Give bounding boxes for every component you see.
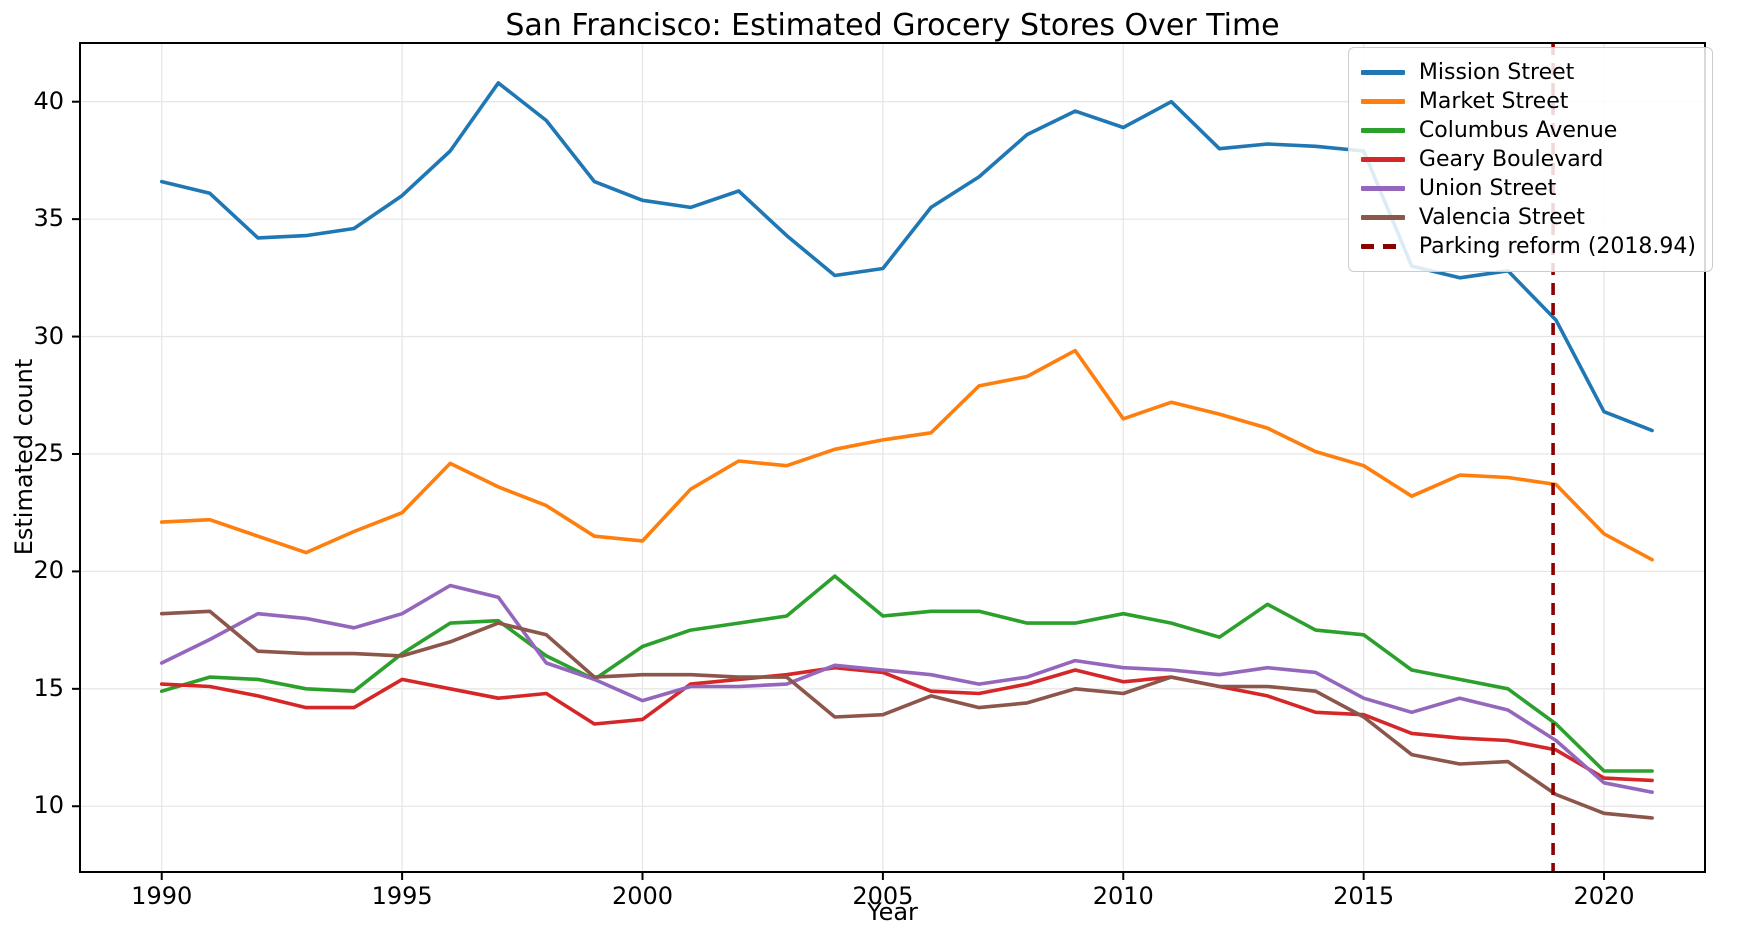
legend-label: Mission Street [1418,60,1575,85]
x-tick-label: 1990 [131,882,193,910]
x-tick-label: 2000 [611,882,674,910]
y-tick-label: 40 [33,86,64,115]
legend-line-swatch [1360,157,1405,162]
series-line-4 [159,583,1654,795]
legend-label: Geary Boulevard [1418,147,1604,172]
y-tick-label: 30 [33,321,64,350]
y-tick-label: 20 [33,556,64,585]
x-tick-label: 2015 [1333,882,1395,910]
y-tick-label: 25 [33,438,64,467]
series-line-3 [159,665,1654,783]
legend-label: Valencia Street [1418,205,1585,230]
plot-border [79,42,1706,873]
x-tick-label: 1995 [371,882,433,910]
legend-line-swatch [1360,99,1405,104]
legend-item: Union Street [1360,174,1696,203]
legend: Mission Street Market Street Columbus Aven… [1347,47,1713,272]
legend-label: Columbus Avenue [1418,118,1618,143]
x-axis-label: Year [867,898,918,926]
legend-line-swatch [1360,128,1405,133]
series-line-1 [159,348,1654,562]
legend-label: Market Street [1418,89,1569,114]
legend-label: Union Street [1418,176,1557,201]
series-line-2 [159,574,1654,773]
legend-line-swatch [1360,186,1405,191]
legend-line-swatch [1360,215,1405,220]
series-line-5 [159,609,1654,820]
legend-item: Columbus Avenue [1360,116,1696,145]
legend-line-swatch [1360,70,1405,75]
y-tick-label: 10 [33,791,64,820]
legend-item: Geary Boulevard [1360,145,1696,174]
legend-item: Parking reform (2018.94) [1360,232,1696,261]
legend-label: Parking reform (2018.94) [1418,234,1696,259]
x-tick-label: 2010 [1092,882,1154,910]
chart-title: San Francisco: Estimated Grocery Stores … [505,8,1280,43]
y-tick-label: 15 [33,673,64,702]
x-tick-label: 2005 [852,882,914,910]
legend-item: Mission Street [1360,58,1696,87]
legend-item: Valencia Street [1360,203,1696,232]
y-tick-label: 35 [33,204,64,233]
legend-item: Market Street [1360,87,1696,116]
legend-dashed-line-swatch [1360,244,1405,249]
x-tick-label: 2020 [1573,882,1635,910]
